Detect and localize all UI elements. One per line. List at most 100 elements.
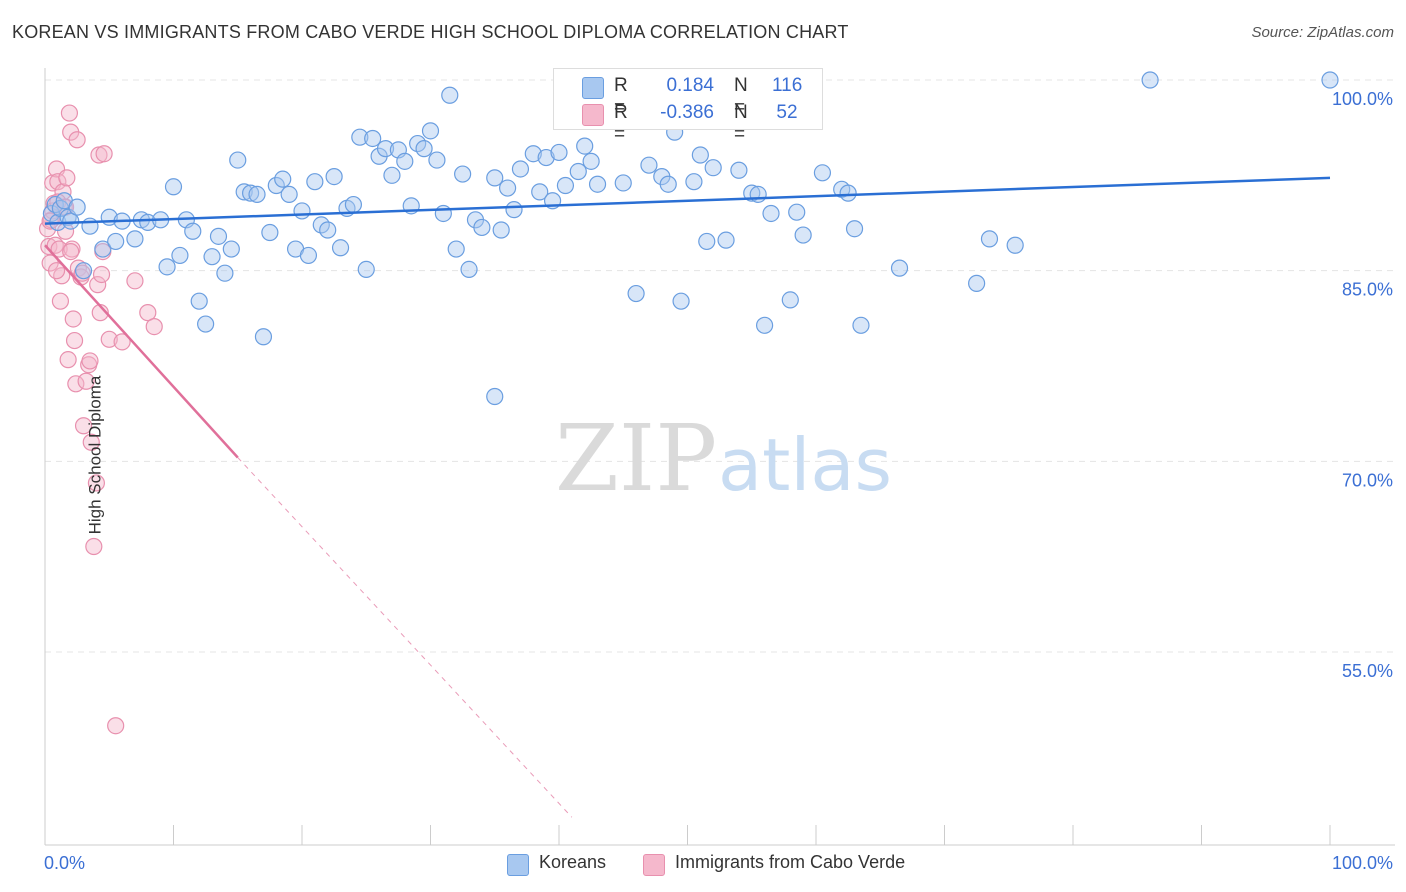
- korean-point: [364, 129, 382, 148]
- bottom-legend-swatch-caboverde: [643, 854, 665, 876]
- korean-point: [42, 204, 61, 223]
- legend-swatch-koreans: [582, 77, 604, 99]
- korean-point: [1321, 71, 1339, 89]
- korean-point: [325, 168, 343, 186]
- cabo-verde-point: [85, 537, 103, 556]
- y-tick-label: 55.0%: [1342, 661, 1393, 681]
- y-tick-label: 70.0%: [1342, 470, 1393, 490]
- korean-point: [261, 223, 279, 242]
- y-tick-label: 85.0%: [1342, 280, 1393, 300]
- cabo-verde-point: [126, 272, 144, 290]
- cabo-verde-point: [107, 717, 125, 735]
- legend-r-label: R =: [614, 75, 628, 118]
- korean-point: [845, 220, 864, 238]
- cabo-verde-trend-line: [44, 244, 239, 459]
- korean-point: [447, 240, 465, 258]
- cabo-verde-point: [64, 310, 82, 328]
- trend-lines: [44, 176, 1331, 818]
- korean-point: [190, 292, 208, 310]
- cabo-verde-trend-extension: [237, 457, 573, 818]
- korean-point: [235, 183, 253, 201]
- korean-point: [274, 170, 292, 188]
- correlation-legend: R = 0.184 N = 116 R = -0.386 N = 52: [553, 68, 823, 145]
- korean-point: [486, 387, 504, 406]
- cabo-verde-point: [67, 375, 85, 393]
- korean-point: [415, 140, 433, 158]
- korean-point: [492, 221, 510, 239]
- bottom-legend-label-koreans: Koreans: [539, 852, 607, 872]
- korean-point: [505, 201, 523, 219]
- korean-point: [730, 161, 748, 179]
- korean-point: [749, 185, 767, 203]
- korean-point: [781, 291, 799, 309]
- korean-point: [203, 248, 221, 266]
- korean-point: [569, 162, 587, 181]
- korean-point: [428, 151, 446, 169]
- korean-point: [254, 328, 273, 346]
- x-tick-label-min: 0.0%: [44, 853, 85, 873]
- korean-point: [691, 146, 709, 164]
- korean-point: [242, 184, 260, 202]
- korean-point: [556, 176, 575, 195]
- korean-point: [164, 178, 183, 196]
- korean-point: [171, 246, 189, 265]
- korean-point: [685, 173, 703, 191]
- korean-point: [659, 175, 677, 193]
- cabo-verde-point: [81, 352, 99, 370]
- korean-point: [81, 217, 99, 235]
- korean-point: [762, 204, 780, 223]
- cabo-verde-point: [92, 265, 111, 284]
- korean-point: [576, 137, 594, 155]
- tick-labels: 100.0% 85.0% 70.0% 55.0% 0.0% 100.0%: [44, 89, 1393, 873]
- korean-point: [698, 232, 716, 251]
- korean-point: [248, 185, 266, 203]
- korean-point: [383, 166, 401, 184]
- cabo-verde-point: [100, 330, 118, 348]
- korean-point: [755, 316, 774, 334]
- cabo-verde-point: [95, 145, 113, 163]
- korean-point: [184, 222, 202, 240]
- legend-n-value: 52: [776, 102, 798, 123]
- korean-point: [299, 246, 318, 265]
- korean-point: [588, 175, 607, 193]
- korean-point: [788, 203, 806, 221]
- korean-point: [222, 240, 240, 258]
- korean-point: [434, 204, 452, 223]
- watermark-atlas: atlas: [718, 423, 892, 507]
- source-credit: Source: ZipAtlas.com: [1251, 24, 1394, 41]
- korean-point: [376, 140, 395, 158]
- legend-r-value: 0.184: [666, 75, 714, 96]
- cabo-verde-point: [113, 333, 131, 351]
- y-tick-label: 100.0%: [1332, 89, 1393, 109]
- legend-swatch-caboverde: [582, 104, 604, 126]
- korean-point: [794, 226, 812, 244]
- cabo-verde-point: [58, 169, 76, 187]
- korean-point: [524, 145, 542, 163]
- legend-r-value: -0.386: [660, 102, 714, 123]
- korean-point: [627, 284, 645, 303]
- korean-point: [293, 202, 311, 220]
- x-tick-label-max: 100.0%: [1332, 853, 1393, 873]
- korean-point: [473, 218, 491, 237]
- korean-point: [107, 232, 125, 251]
- korean-trend-line: [44, 176, 1331, 225]
- korean-point: [331, 239, 350, 257]
- korean-point: [319, 221, 337, 239]
- korean-point: [421, 122, 440, 140]
- chart-title: KOREAN VS IMMIGRANTS FROM CABO VERDE HIG…: [12, 22, 849, 42]
- korean-point: [499, 179, 517, 197]
- cabo-verde-point: [49, 173, 67, 191]
- korean-point: [1141, 71, 1159, 89]
- korean-point: [717, 231, 735, 249]
- korean-point: [344, 195, 362, 214]
- cabo-verde-point: [53, 267, 71, 285]
- legend-n-value: 116: [772, 75, 803, 96]
- korean-point: [839, 184, 857, 202]
- korean-point: [396, 152, 414, 170]
- legend-n-label: N =: [734, 75, 748, 118]
- korean-point: [537, 148, 555, 167]
- korean-point: [94, 240, 112, 258]
- watermark: ZIP atlas: [555, 405, 892, 512]
- korean-point: [267, 176, 285, 195]
- y-axis-label: High School Diploma: [85, 375, 105, 535]
